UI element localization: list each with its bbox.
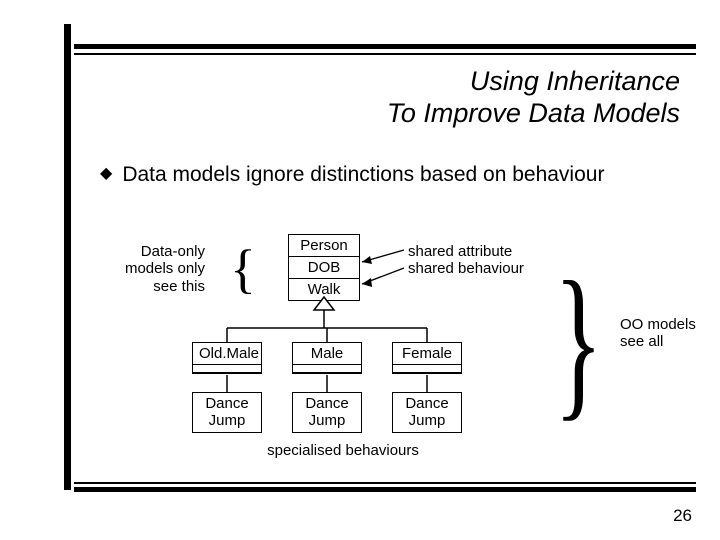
class-name: Male	[293, 343, 361, 365]
top-rule-thick	[74, 44, 696, 49]
title-line-1: Using Inheritance	[387, 66, 680, 98]
class-attr-empty	[293, 365, 361, 373]
class-ops-male: DanceJump	[292, 392, 362, 433]
class-attr-empty	[193, 365, 261, 373]
title-line-2: To Improve Data Models	[387, 98, 680, 130]
bottom-rule-thick	[74, 487, 696, 492]
bottom-rule-thin	[74, 482, 696, 484]
class-box-female: Female	[392, 342, 462, 374]
class-attr: DOB	[289, 257, 359, 278]
class-ops-female: DanceJump	[392, 392, 462, 433]
bullet-item: ◆ Data models ignore distinctions based …	[100, 162, 660, 188]
class-name: Person	[289, 235, 359, 257]
page-number: 26	[673, 506, 692, 526]
slide-accent-bar	[64, 24, 71, 490]
oo-models-label: OO models see all	[620, 316, 696, 351]
bullet-text: Data models ignore distinctions based on…	[122, 162, 604, 188]
class-attr-empty	[393, 365, 461, 373]
class-ops: DanceJump	[393, 393, 461, 432]
class-ops-oldmale: DanceJump	[192, 392, 262, 433]
class-name: Female	[393, 343, 461, 365]
class-op: Walk	[289, 278, 359, 300]
class-ops: DanceJump	[193, 393, 261, 432]
class-ops: DanceJump	[293, 393, 361, 432]
shared-annotation: shared attribute shared behaviour	[408, 243, 524, 278]
data-only-label: Data-only models only see this	[105, 243, 205, 295]
class-box-male: Male	[292, 342, 362, 374]
left-brace: {	[230, 238, 256, 300]
bullet-marker: ◆	[100, 162, 112, 186]
class-name: Old.Male	[193, 343, 261, 365]
right-brace: }	[554, 282, 603, 401]
slide-title: Using Inheritance To Improve Data Models	[387, 66, 680, 130]
top-rule-thin	[74, 53, 696, 55]
class-box-person: Person DOB Walk	[288, 234, 360, 301]
specialised-label: specialised behaviours	[258, 442, 428, 459]
class-box-oldmale: Old.Male	[192, 342, 262, 374]
